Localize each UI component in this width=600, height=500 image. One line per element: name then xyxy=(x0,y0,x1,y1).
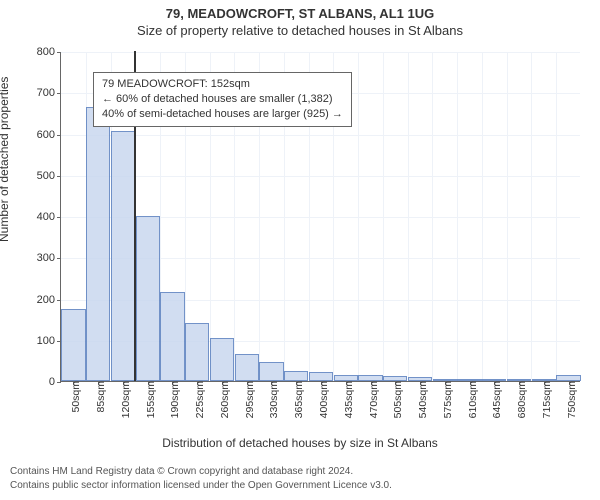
x-axis-label: Distribution of detached houses by size … xyxy=(0,436,600,450)
x-tick-label: 85sqm xyxy=(89,381,107,413)
x-tick-label: 715sqm xyxy=(535,381,553,418)
footer-line1: Contains HM Land Registry data © Crown c… xyxy=(10,465,600,479)
x-tick-label: 750sqm xyxy=(560,381,578,418)
y-tick-label: 300 xyxy=(21,252,61,264)
histogram-bar xyxy=(61,309,85,381)
x-tick-label: 155sqm xyxy=(139,381,157,418)
gridline-vertical xyxy=(408,52,409,381)
x-tick-label: 295sqm xyxy=(238,381,256,418)
x-tick-label: 190sqm xyxy=(163,381,181,418)
y-tick-label: 800 xyxy=(21,46,61,58)
x-tick-label: 505sqm xyxy=(386,381,404,418)
plot-area: 010020030040050060070080050sqm85sqm120sq… xyxy=(60,52,580,382)
histogram-bar xyxy=(235,354,259,381)
x-tick-label: 645sqm xyxy=(485,381,503,418)
histogram-bar xyxy=(185,323,209,381)
histogram-bar xyxy=(86,107,110,381)
x-tick-label: 120sqm xyxy=(114,381,132,418)
gridline-horizontal xyxy=(61,176,580,177)
x-tick-label: 260sqm xyxy=(213,381,231,418)
histogram-bar xyxy=(111,131,135,381)
gridline-vertical xyxy=(457,52,458,381)
gridline-horizontal xyxy=(61,52,580,53)
x-tick-label: 225sqm xyxy=(188,381,206,418)
histogram-bar xyxy=(136,216,160,381)
x-tick-label: 680sqm xyxy=(510,381,528,418)
gridline-vertical xyxy=(358,52,359,381)
gridline-vertical xyxy=(531,52,532,381)
gridline-vertical xyxy=(507,52,508,381)
footer-line2: Contains public sector information licen… xyxy=(10,479,600,493)
x-tick-label: 400sqm xyxy=(312,381,330,418)
footer-attribution: Contains HM Land Registry data © Crown c… xyxy=(0,459,600,500)
x-tick-label: 610sqm xyxy=(461,381,479,418)
x-tick-label: 330sqm xyxy=(262,381,280,418)
histogram-bar xyxy=(284,371,308,381)
tooltip-line1: 79 MEADOWCROFT: 152sqm xyxy=(102,77,343,92)
x-tick-label: 50sqm xyxy=(64,381,82,413)
y-tick-label: 700 xyxy=(21,87,61,99)
page-subtitle: Size of property relative to detached ho… xyxy=(0,21,600,42)
histogram-bar xyxy=(160,292,184,381)
page-title: 79, MEADOWCROFT, ST ALBANS, AL1 1UG xyxy=(0,0,600,21)
tooltip-line2: ← 60% of detached houses are smaller (1,… xyxy=(102,92,343,107)
x-tick-label: 365sqm xyxy=(287,381,305,418)
y-axis-label: Number of detached properties xyxy=(0,77,11,242)
gridline-vertical xyxy=(482,52,483,381)
y-tick-label: 400 xyxy=(21,211,61,223)
tooltip-line3: 40% of semi-detached houses are larger (… xyxy=(102,107,343,122)
gridline-vertical xyxy=(383,52,384,381)
chart-container: Number of detached properties 0100200300… xyxy=(0,42,600,438)
x-tick-label: 540sqm xyxy=(411,381,429,418)
y-tick-label: 600 xyxy=(21,129,61,141)
y-tick-label: 500 xyxy=(21,170,61,182)
y-tick-label: 0 xyxy=(21,376,61,388)
y-tick-label: 100 xyxy=(21,335,61,347)
x-tick-label: 575sqm xyxy=(436,381,454,418)
x-tick-label: 435sqm xyxy=(337,381,355,418)
chart-tooltip: 79 MEADOWCROFT: 152sqm ← 60% of detached… xyxy=(93,72,352,127)
histogram-bar xyxy=(259,362,283,381)
y-tick-label: 200 xyxy=(21,294,61,306)
x-tick-label: 470sqm xyxy=(362,381,380,418)
histogram-bar xyxy=(309,372,333,381)
gridline-horizontal xyxy=(61,135,580,136)
gridline-vertical xyxy=(556,52,557,381)
gridline-vertical xyxy=(432,52,433,381)
histogram-bar xyxy=(210,338,234,381)
